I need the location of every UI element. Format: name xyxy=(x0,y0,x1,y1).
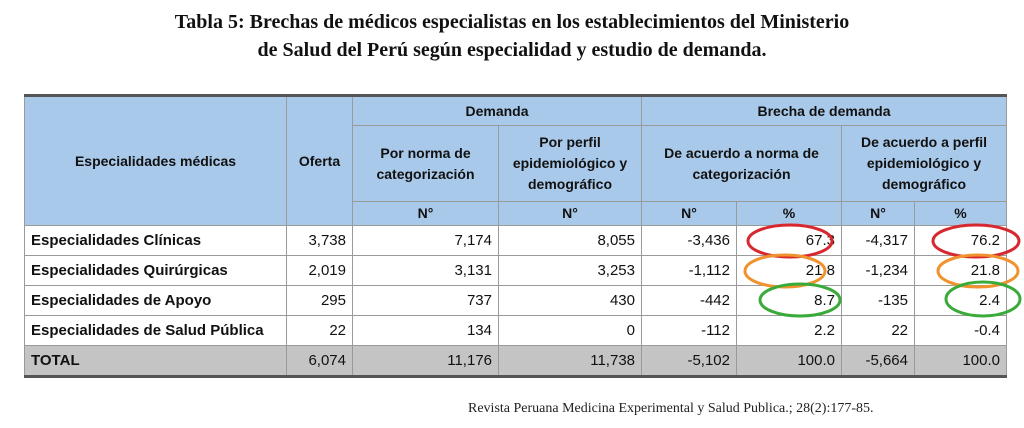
table-row: Especialidades Quirúrgicas 2,019 3,131 3… xyxy=(24,255,1007,286)
header-br-norma-pct: % xyxy=(736,201,842,226)
total-br-norma-pct: 100.0 xyxy=(736,345,842,378)
cell-br-norma-n: -1,112 xyxy=(641,255,737,286)
header-br-perfil-pct: % xyxy=(914,201,1007,226)
row-label: Especialidades Clínicas xyxy=(24,225,287,256)
cell-dem-perfil: 8,055 xyxy=(498,225,642,256)
total-br-norma-n: -5,102 xyxy=(641,345,737,378)
cell-br-perfil-n: 22 xyxy=(841,315,915,346)
cell-br-perfil-pct: 2.4 xyxy=(914,285,1007,316)
cell-dem-norma: 134 xyxy=(352,315,499,346)
total-dem-perfil: 11,738 xyxy=(498,345,642,378)
total-oferta: 6,074 xyxy=(286,345,353,378)
header-brecha: Brecha de demanda xyxy=(641,94,1007,126)
header-especialidades: Especialidades médicas xyxy=(24,94,287,226)
table-title: Tabla 5: Brechas de médicos especialista… xyxy=(0,8,1024,64)
cell-dem-norma: 7,174 xyxy=(352,225,499,256)
row-label: Especialidades Quirúrgicas xyxy=(24,255,287,286)
header-acuerdo-perfil: De acuerdo a perfil epidemiológico y dem… xyxy=(841,125,1007,202)
total-label: TOTAL xyxy=(24,345,287,378)
cell-br-norma-n: -3,436 xyxy=(641,225,737,256)
title-line-2: de Salud del Perú según especialidad y e… xyxy=(257,39,767,61)
total-br-perfil-n: -5,664 xyxy=(841,345,915,378)
table-row: Especialidades Clínicas 3,738 7,174 8,05… xyxy=(24,225,1007,256)
header-acuerdo-norma: De acuerdo a norma de categorización xyxy=(641,125,842,202)
header-demanda: Demanda xyxy=(352,94,642,126)
table-row: Especialidades de Apoyo 295 737 430 -442… xyxy=(24,285,1007,316)
cell-oferta: 295 xyxy=(286,285,353,316)
total-br-perfil-pct: 100.0 xyxy=(914,345,1007,378)
cell-br-perfil-n: -4,317 xyxy=(841,225,915,256)
cell-br-perfil-pct: 21.8 xyxy=(914,255,1007,286)
total-dem-norma: 11,176 xyxy=(352,345,499,378)
header-oferta: Oferta xyxy=(286,94,353,226)
total-row: TOTAL 6,074 11,176 11,738 -5,102 100.0 -… xyxy=(24,345,1007,378)
specialists-gap-table: Especialidades médicas Oferta Demanda Br… xyxy=(24,94,1007,378)
row-label: Especialidades de Apoyo xyxy=(24,285,287,316)
source-citation: Revista Peruana Medicina Experimental y … xyxy=(468,401,874,416)
cell-oferta: 22 xyxy=(286,315,353,346)
cell-br-norma-n: -112 xyxy=(641,315,737,346)
header-dem-perfil-n: N° xyxy=(498,201,642,226)
cell-dem-perfil: 430 xyxy=(498,285,642,316)
cell-br-perfil-n: -135 xyxy=(841,285,915,316)
cell-dem-perfil: 3,253 xyxy=(498,255,642,286)
header-br-perfil-n: N° xyxy=(841,201,915,226)
cell-br-norma-pct: 8.7 xyxy=(736,285,842,316)
header-br-norma-n: N° xyxy=(641,201,737,226)
cell-dem-perfil: 0 xyxy=(498,315,642,346)
cell-br-perfil-n: -1,234 xyxy=(841,255,915,286)
title-line-1: Tabla 5: Brechas de médicos especialista… xyxy=(174,11,850,33)
cell-br-norma-pct: 2.2 xyxy=(736,315,842,346)
cell-br-norma-pct: 67.3 xyxy=(736,225,842,256)
cell-br-norma-pct: 21.8 xyxy=(736,255,842,286)
cell-br-perfil-pct: -0.4 xyxy=(914,315,1007,346)
header-por-perfil: Por perfil epidemiológico y demográfico xyxy=(498,125,642,202)
row-label: Especialidades de Salud Pública xyxy=(24,315,287,346)
cell-br-perfil-pct: 76.2 xyxy=(914,225,1007,256)
cell-oferta: 3,738 xyxy=(286,225,353,256)
cell-dem-norma: 737 xyxy=(352,285,499,316)
header-dem-norma-n: N° xyxy=(352,201,499,226)
header-por-norma: Por norma de categorización xyxy=(352,125,499,202)
cell-dem-norma: 3,131 xyxy=(352,255,499,286)
cell-br-norma-n: -442 xyxy=(641,285,737,316)
cell-oferta: 2,019 xyxy=(286,255,353,286)
table-row: Especialidades de Salud Pública 22 134 0… xyxy=(24,315,1007,346)
